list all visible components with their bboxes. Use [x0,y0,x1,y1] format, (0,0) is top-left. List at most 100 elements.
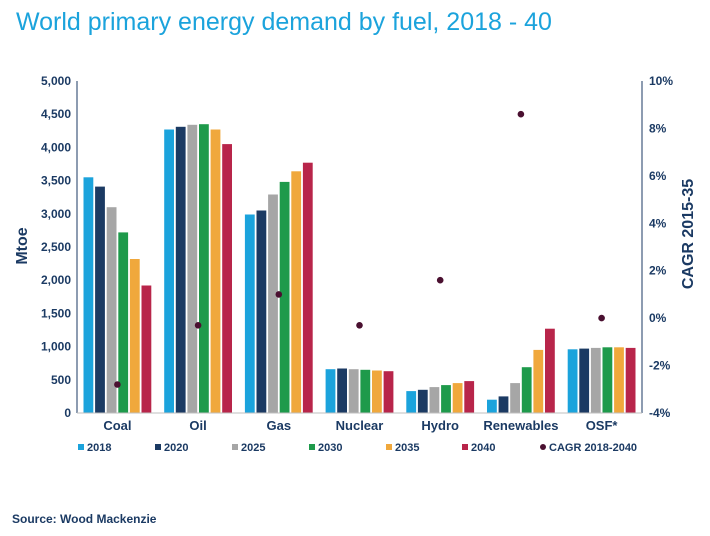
bar [579,348,590,413]
right-axis-ticks: -4% -2% 0% 2% 4% 6% 8% 10% [649,74,673,420]
category-label: OSF* [586,418,619,433]
legend-swatch [309,444,315,450]
cagr-point [598,314,605,322]
bar [602,347,613,413]
legend-label: 2040 [471,442,495,454]
bar [452,383,463,413]
y2-axis-title: CAGR 2015-35 [680,179,697,289]
y-tick-label: 2,500 [41,240,71,254]
legend-swatch [462,444,468,450]
bar [383,371,394,413]
legend-label: 2035 [395,442,419,454]
category-label: Oil [189,418,206,433]
y-tick-label: 1,500 [41,306,71,320]
y2-tick-label: 4% [649,216,667,230]
bar [141,285,152,413]
bar [187,124,198,414]
bar [429,387,440,413]
category-label: Coal [103,418,131,433]
bar [325,369,336,413]
y2-tick-label: 10% [649,74,673,88]
legend: 2018 2020 2025 2030 2035 2040 CAGR 2018-2040 [78,442,637,454]
bar [372,370,382,413]
bar [498,396,509,413]
source-note: Source: Wood Mackenzie [12,512,157,526]
bars [83,124,636,414]
bar [464,381,475,413]
y-tick-label: 1,000 [41,340,71,354]
category-label: Renewables [483,418,558,433]
legend-label: 2030 [318,442,342,454]
bar [533,349,544,413]
category-labels: Coal Oil Gas Nuclear Hydro Renewables OSF* [103,418,618,433]
bar [567,349,578,413]
y-tick-label: 2,000 [41,273,71,287]
bar [118,232,129,413]
bar [199,124,209,413]
y-tick-label: 5,000 [41,74,71,88]
bar [337,368,347,413]
bar [590,347,601,413]
bar [95,186,105,413]
cagr-point [114,381,121,388]
y-axis-title: Mtoe [14,227,31,264]
bar [268,194,278,413]
bar [106,207,117,413]
bar [348,369,359,413]
cagr-points [114,110,605,388]
y-tick-label: 3,000 [41,207,71,221]
bar [510,383,520,413]
bar [210,129,221,413]
bar [222,144,232,413]
legend-label: 2020 [164,442,188,454]
bar [487,399,497,413]
bar [360,369,371,413]
bar [302,162,313,413]
category-label: Nuclear [336,418,384,433]
y2-tick-label: 2% [649,264,667,278]
bar [521,367,532,413]
y-tick-label: 4,000 [41,140,71,154]
bar [256,210,267,413]
bar [279,181,290,413]
legend-label: CAGR 2018-2040 [549,442,637,454]
y2-tick-label: -4% [649,406,671,420]
legend-swatch [232,444,238,450]
y2-tick-label: 8% [649,121,667,135]
y-tick-label: 3,500 [41,174,71,188]
bar [244,214,255,413]
bar [625,347,636,413]
bar [406,391,417,413]
cagr-point [194,322,202,329]
y-tick-label: 0 [64,406,71,420]
legend-swatch [386,444,392,450]
cagr-point [275,291,283,298]
bar [417,389,428,413]
y2-tick-label: 6% [649,169,667,183]
y2-tick-label: 0% [649,311,667,325]
category-label: Gas [267,418,292,433]
y-tick-label: 500 [51,373,71,387]
chart-title: World primary energy demand by fuel, 201… [16,8,552,36]
bar [129,259,140,413]
bar [291,171,302,413]
bar [545,328,555,413]
legend-swatch [78,444,84,450]
legend-swatch [155,444,161,450]
bar [164,129,174,413]
legend-label: 2018 [87,442,111,454]
legend-label: 2025 [241,442,265,454]
bar [441,385,451,413]
left-axis-ticks: 0 500 1,000 1,500 2,000 2,500 3,000 3,500 4,000 4… [41,74,71,420]
cagr-point [436,276,444,284]
bar [614,347,624,413]
cagr-point [517,110,525,118]
category-label: Hydro [421,418,459,433]
cagr-point [356,322,363,329]
y-tick-label: 4,500 [41,107,71,121]
legend-swatch [540,444,546,450]
y2-tick-label: -2% [649,359,671,373]
bar [175,126,186,414]
bar [83,177,94,413]
